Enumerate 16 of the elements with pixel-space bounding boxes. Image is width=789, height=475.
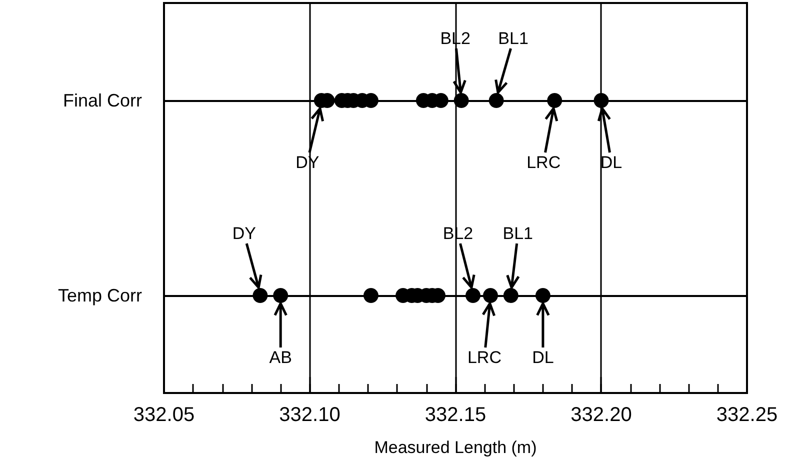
annotation: BL1 [498, 29, 528, 48]
x-tick-label: 332.10 [279, 404, 340, 426]
annotation: BL1 [502, 224, 534, 243]
annotation: AB [269, 348, 292, 367]
x-tick-label: 332.05 [133, 404, 195, 426]
annotation: LRC [526, 153, 561, 172]
y-tick-label: Temp Corr [58, 286, 142, 306]
annotation: DY [232, 224, 256, 243]
annotation: DL [600, 153, 622, 172]
annotation: DL [532, 348, 554, 367]
x-tick-label: 332.20 [570, 404, 632, 426]
x-tick-label: 332.15 [424, 404, 486, 426]
x-axis-title: Measured Length (m) [374, 438, 537, 457]
annotation: LRC [467, 348, 502, 367]
y-tick-label: Final Corr [62, 90, 142, 110]
x-tick-label: 332.25 [716, 404, 778, 426]
